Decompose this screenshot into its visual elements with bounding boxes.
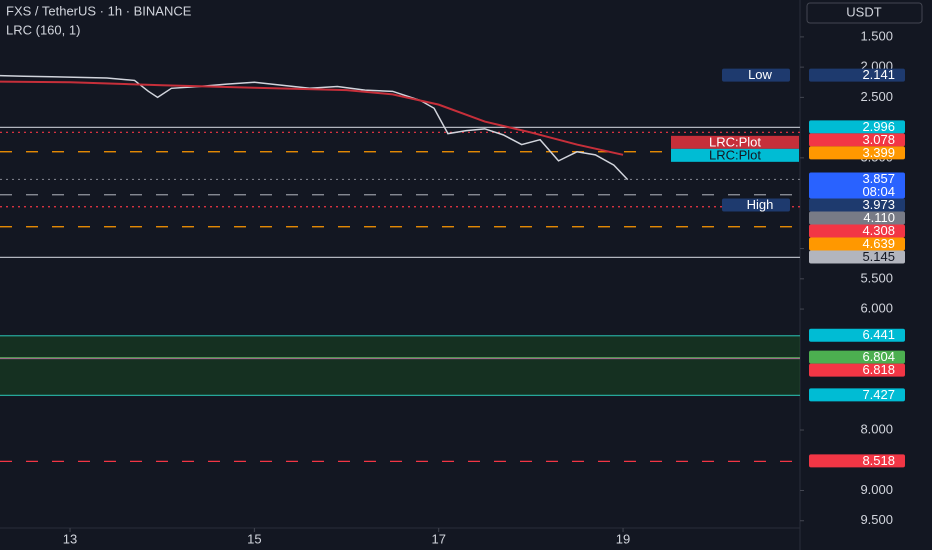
price-badge [809,250,905,264]
price-badge [809,146,905,160]
price-badge [809,120,905,134]
price-badge-label: 3.078 [862,132,895,147]
price-badge [809,68,905,82]
currency-button[interactable] [806,2,923,24]
x-tick-label: 13 [63,531,77,546]
price-badge [809,363,905,377]
price-badge [809,211,905,225]
x-tick-label: 17 [431,531,445,546]
price-badge-label: 4.639 [862,236,895,251]
tag-badge [722,68,790,82]
tag-badge [722,198,790,212]
y-tick-label: 6.000 [860,300,893,315]
tag-label: Low [748,67,772,82]
price-badge [809,388,905,402]
price-badge-label: 3.857 [862,171,895,186]
currency-label[interactable]: USDT [846,4,881,19]
price-badge-label: 5.145 [862,249,895,264]
plot-tag [671,135,799,149]
y-tick-label: 9.500 [860,512,893,527]
price-badge [809,454,905,468]
countdown: 08:04 [862,184,895,199]
price-badge [809,328,905,342]
price-badge-label: 4.308 [862,223,895,238]
series-line [0,74,629,181]
plot-tag [671,148,799,162]
y-tick-label: 9.000 [860,482,893,497]
price-badge [809,224,905,238]
plot-tag-label: LRC:Plot [709,134,761,149]
y-tick-label: 1.500 [860,28,893,43]
zone [0,335,800,396]
price-badge [809,133,905,147]
price-badge-label: 4.110 [863,210,895,225]
y-tick-label: 2.500 [860,89,893,104]
y-tick-label: 5.500 [860,270,893,285]
tag-label: High [747,197,774,212]
price-badge-label: 2.141 [862,67,895,82]
x-tick-label: 19 [616,531,630,546]
price-badge-label: 3.399 [862,145,895,160]
price-badge-label: 6.441 [862,327,895,342]
price-badge [809,198,905,212]
x-tick-label: 15 [247,531,261,546]
indicator-title: LRC (160, 1) [6,22,80,37]
chart-title: FXS / TetherUS · 1h · BINANCE [6,3,192,18]
price-badge-label: 6.818 [862,362,895,377]
y-tick-label: 8.000 [860,421,893,436]
price-badge-label: 3.973 [862,197,895,212]
plot-tag-label: LRC:Plot [709,147,761,162]
plot-area [0,74,800,462]
series-line [0,80,624,156]
price-badge-label: 2.996 [862,119,895,134]
price-badge-label: 8.518 [862,453,895,468]
price-badge [809,172,905,199]
price-badge [809,237,905,251]
price-badge-label: 6.804 [862,349,895,364]
price-badge [809,350,905,364]
price-badge-label: 7.427 [862,387,895,402]
